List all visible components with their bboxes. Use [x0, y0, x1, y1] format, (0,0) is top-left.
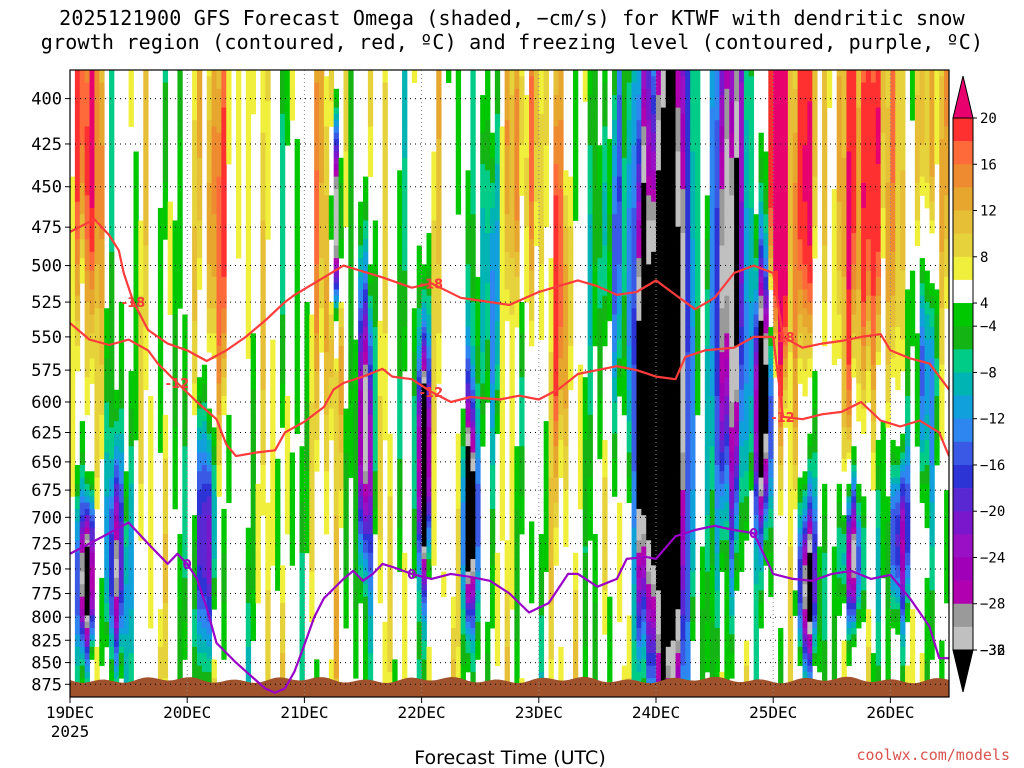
y-tick-label: 875	[31, 675, 62, 695]
colorbar-bin	[953, 581, 973, 604]
omega-shading	[70, 70, 949, 697]
colorbar-bin	[953, 280, 973, 303]
dendritic-contour-minus12-label: -12	[166, 377, 190, 392]
colorbar-bin	[953, 141, 973, 164]
y-tick-label: 650	[31, 453, 62, 473]
colorbar-bin	[953, 211, 973, 234]
colorbar-label: −24	[980, 550, 1005, 566]
y-tick-label: 800	[31, 608, 62, 628]
y-tick-label: 425	[31, 135, 62, 155]
colorbar-label: −4	[980, 319, 997, 335]
colorbar-label: 16	[980, 157, 997, 173]
y-tick-label: 575	[31, 361, 62, 381]
colorbar-label: 4	[980, 296, 988, 312]
colorbar-bin	[953, 465, 973, 488]
y-tick-label: 775	[31, 584, 62, 604]
y-tick-label: 525	[31, 293, 62, 313]
x-tick-label: 25DEC	[749, 703, 797, 722]
y-tick-label: 700	[31, 508, 62, 528]
y-tick-label: 625	[31, 424, 62, 444]
colorbar-bin	[953, 326, 973, 349]
x-tick-label: 20DEC	[163, 703, 211, 722]
freezing-level-contour-label: 0	[407, 568, 416, 583]
colorbar-label: 12	[980, 204, 997, 220]
y-tick-label: 400	[31, 90, 62, 110]
x-tick-label: 23DEC	[515, 703, 563, 722]
y-tick-label: 825	[31, 631, 62, 651]
pressure-axis: 400 425 450 475 500 525 550 575 600 625 650 675 700 7…	[31, 90, 70, 696]
y-tick-label: 750	[31, 560, 62, 580]
x-tick-label: 24DEC	[632, 703, 680, 722]
x-tick-label: 21DEC	[280, 703, 328, 722]
colorbar-label: 20	[980, 111, 997, 127]
credit-text: coolwx.com/models	[856, 746, 1010, 764]
x-axis-label: Forecast Time (UTC)	[414, 747, 605, 768]
freezing-level-contour-label: 0	[749, 527, 758, 542]
colorbar-bin	[953, 234, 973, 257]
colorbar-bin	[953, 511, 973, 534]
colorbar-bin	[953, 396, 973, 419]
colorbar-bin	[953, 164, 973, 187]
colorbar-bin	[953, 118, 973, 141]
colorbar-label: −12	[980, 412, 1005, 428]
y-tick-label: 600	[31, 393, 62, 413]
y-tick-label: 500	[31, 257, 62, 277]
dendritic-contour-minus12-label: -12	[420, 386, 444, 401]
x-tick-sublabel: 2025	[51, 722, 90, 741]
dendritic-contour-minus18-label: -18	[420, 277, 444, 292]
colorbar-bin	[953, 442, 973, 465]
colorbar-bottom-arrow	[953, 650, 973, 692]
colorbar-label: −28	[980, 597, 1005, 613]
freezing-level-contour-label: 0	[183, 558, 192, 573]
x-tick-label: 22DEC	[398, 703, 446, 722]
colorbar-bin	[953, 557, 973, 580]
y-tick-label: 450	[31, 178, 62, 198]
colorbar-bin	[953, 372, 973, 395]
colorbar-bin	[953, 257, 973, 280]
y-tick-label: 475	[31, 218, 62, 238]
y-tick-label: 850	[31, 654, 62, 674]
colorbar-bin	[953, 303, 973, 326]
colorbar-label: −8	[980, 365, 997, 381]
colorbar-bin	[953, 534, 973, 557]
y-tick-label: 550	[31, 328, 62, 348]
colorbar-bin	[953, 488, 973, 511]
colorbar-label: 8	[980, 250, 988, 266]
colorbar-label: −16	[980, 458, 1005, 474]
colorbar-bin	[953, 419, 973, 442]
colorbar-bin	[953, 627, 973, 650]
colorbar-bin	[953, 349, 973, 372]
colorbar-label: −36	[980, 643, 1005, 659]
omega-time-height-chart: -18-18-18-12-12-12000 400425450475500525…	[0, 0, 1024, 768]
colorbar-top-arrow	[953, 76, 973, 118]
x-tick-label: 19DEC	[46, 703, 94, 722]
colorbar-bin	[953, 604, 973, 627]
y-tick-label: 675	[31, 481, 62, 501]
dendritic-contour-minus12-label: -12	[771, 411, 795, 426]
colorbar-label: −20	[980, 504, 1005, 520]
dendritic-contour-minus18-label: -18	[122, 296, 146, 311]
x-tick-label: 26DEC	[866, 703, 914, 722]
colorbar-bin	[953, 187, 973, 210]
y-tick-label: 725	[31, 535, 62, 555]
